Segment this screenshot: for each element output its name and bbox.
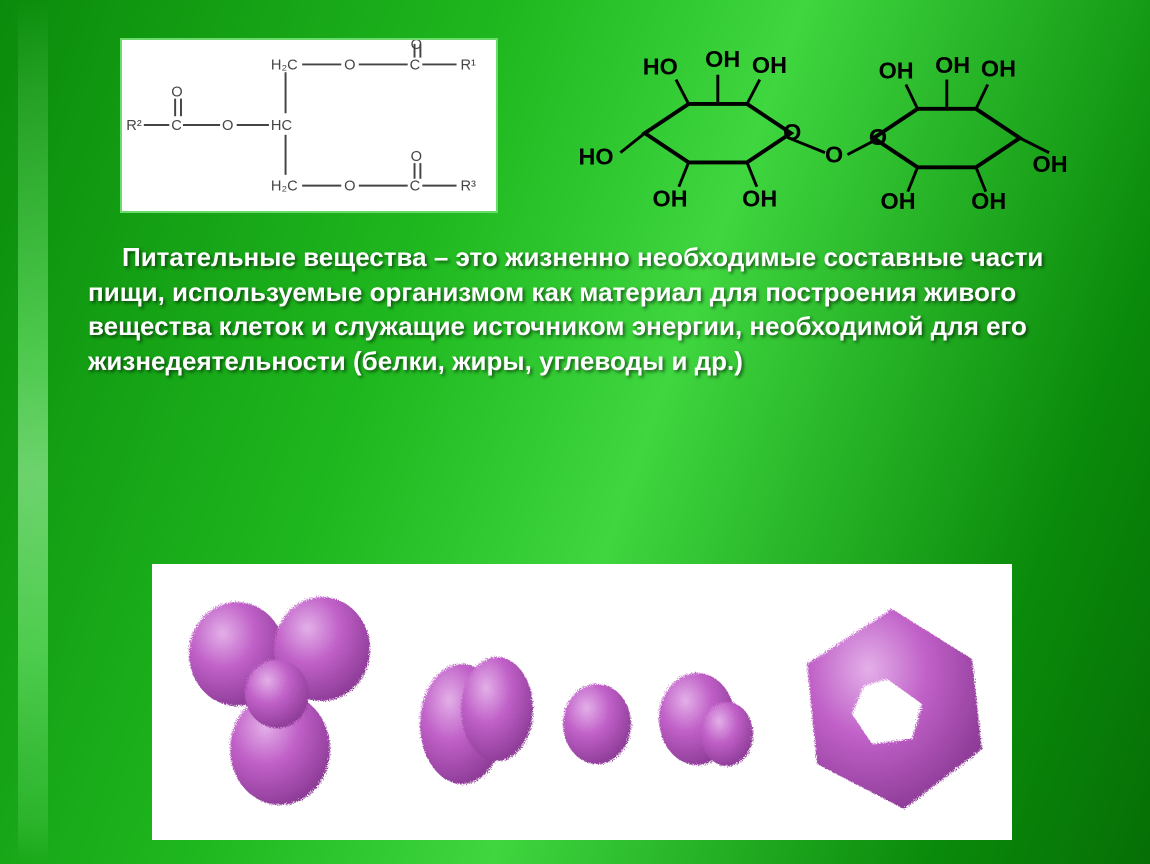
accent-stripe [18, 0, 48, 864]
chem-structure-triglyceride: H₂C O C O R¹ HC O C O R² [120, 38, 498, 213]
svg-text:HO: HO [643, 54, 678, 80]
chem1-label: O [411, 40, 422, 53]
body-text: Питательные вещества – это жизненно необ… [88, 240, 1090, 378]
chem1-svg: H₂C O C O R¹ HC O C O R² [122, 40, 496, 211]
protein-svg [152, 564, 1012, 840]
chem1-label: O [171, 85, 182, 101]
protein-blob-5 [807, 609, 982, 809]
svg-text:OH: OH [879, 58, 914, 84]
svg-text:OH: OH [881, 188, 916, 214]
chem1-label: H₂C [271, 57, 298, 73]
svg-text:C: C [171, 118, 182, 134]
svg-text:OH: OH [742, 185, 777, 211]
chem1-label: O [344, 178, 355, 194]
protein-blob-3 [563, 684, 631, 764]
svg-text:OH: OH [1033, 151, 1068, 177]
protein-structures-image [152, 564, 1012, 840]
svg-text:HO: HO [578, 143, 613, 169]
svg-text:C: C [410, 57, 421, 73]
chem-structure-disaccharide: O HO HO OH OH OH OH O [570, 26, 1080, 216]
svg-text:OH: OH [935, 52, 970, 78]
chem1-label: O [344, 57, 355, 73]
chem1-label: R² [126, 118, 142, 134]
chem2-svg: O HO HO OH OH OH OH O [570, 26, 1080, 216]
svg-text:OH: OH [653, 185, 688, 211]
protein-blob-1 [189, 597, 370, 805]
body-text-content: Питательные вещества – это жизненно необ… [88, 240, 1090, 378]
chem1-label: R³ [460, 178, 476, 194]
svg-text:OH: OH [981, 56, 1016, 82]
chem1-label: R¹ [460, 57, 476, 73]
svg-text:OH: OH [752, 52, 787, 78]
chem1-label: O [411, 149, 422, 165]
slide-root: H₂C O C O R¹ HC O C O R² [0, 0, 1150, 864]
svg-text:OH: OH [971, 188, 1006, 214]
chem1-label: H₂C [271, 178, 298, 194]
chem1-label: HC [271, 118, 293, 134]
svg-text:O: O [869, 124, 887, 150]
svg-text:O: O [825, 141, 843, 167]
chem1-label: O [222, 118, 233, 134]
protein-blob-4 [659, 673, 753, 766]
svg-text:C: C [410, 178, 421, 194]
top-images-row: H₂C O C O R¹ HC O C O R² [120, 38, 1080, 228]
protein-blob-2 [420, 657, 533, 784]
svg-text:OH: OH [705, 46, 740, 72]
